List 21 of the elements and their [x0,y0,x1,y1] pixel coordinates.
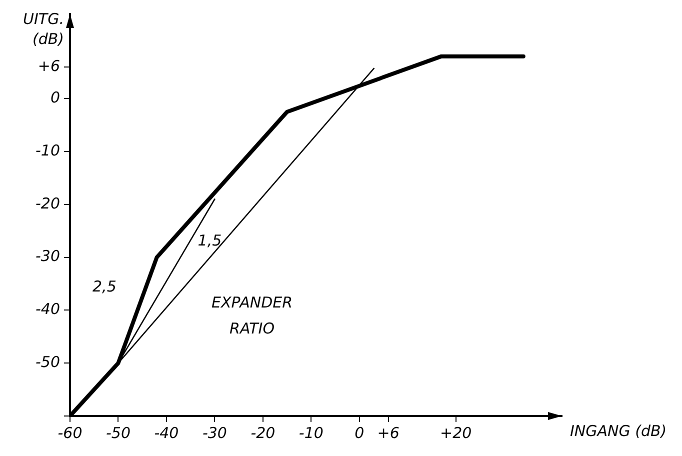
x-tick-label: -30 [202,424,227,442]
x-tick-label: -10 [298,424,324,442]
y-tick-label: -50 [36,352,60,371]
y-tick-label: 0 [50,88,60,107]
annotation: 2,5 [92,277,116,296]
y-tick-label: +6 [38,56,60,75]
x-tick-label: +6 [377,424,400,442]
annotation: EXPANDER RATIO [212,293,293,338]
x-tick-label: -40 [154,424,179,442]
y-tick-label: -20 [36,194,60,212]
x-tick-label: +20 [440,424,472,442]
x-tick-label: 0 [354,424,364,442]
x-tick-label: -50 [106,424,130,442]
annotation: 1,5 [198,231,222,250]
y-axis-title: UITG. (dB) [23,10,64,48]
y-tick-label: -10 [36,141,60,160]
y-tick-label: -40 [36,300,60,318]
x-tick-label: -60 [58,424,82,442]
x-axis-title: INGANG (dB) [570,422,667,440]
y-tick-label: -30 [36,247,60,266]
x-tick-label: -20 [250,424,276,442]
